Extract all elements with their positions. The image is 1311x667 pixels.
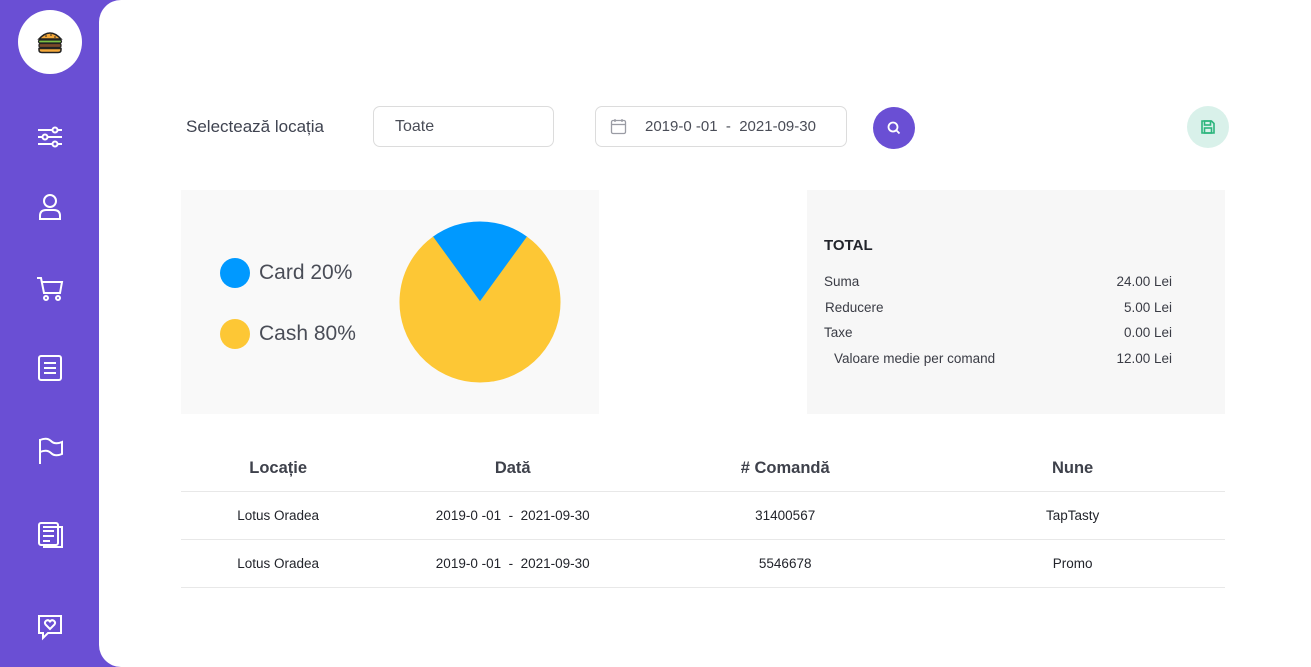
user-icon[interactable] <box>30 187 70 227</box>
legend-cash-swatch <box>220 319 250 349</box>
location-label: Selectează locația <box>186 117 324 136</box>
cart-icon[interactable] <box>30 268 70 308</box>
location-select[interactable]: Toate <box>373 106 554 147</box>
search-button[interactable] <box>873 107 915 149</box>
pie-slice-cash <box>399 236 561 383</box>
totals-value: 0.00 Lei <box>1123 325 1172 340</box>
totals-row-taxe: Taxe 0.00 Lei <box>824 325 1172 340</box>
table-row[interactable]: Lotus Oradea 2019-0 -01 - 2021-09-30 554… <box>181 540 1225 588</box>
legend-cash-label: Cash 80% <box>259 322 356 345</box>
totals-label: Valoare medie per comand <box>834 351 996 366</box>
table-cell-order: 31400567 <box>755 508 816 523</box>
notes-icon[interactable] <box>30 515 70 555</box>
totals-title: TOTAL <box>824 237 873 254</box>
totals-row-suma: Suma 24.00 Lei <box>824 274 1172 289</box>
legend-card-label: Card 20% <box>259 261 353 284</box>
column-header-comanda[interactable]: # Comandă <box>740 458 830 477</box>
flag-icon[interactable] <box>30 431 70 471</box>
table-cell-name: TapTasty <box>1045 508 1100 523</box>
date-range-picker[interactable]: 2019-0 -01 - 2021-09-30 <box>595 106 847 147</box>
table-cell-date: 2019-0 -01 - 2021-09-30 <box>435 556 590 571</box>
totals-value: 12.00 Lei <box>1116 351 1172 366</box>
heart-chat-icon[interactable] <box>30 607 70 647</box>
totals-label: Taxe <box>824 325 853 340</box>
column-header-data[interactable]: Dată <box>494 458 531 477</box>
orders-table: Locație Dată # Comandă Nune Lotus Oradea… <box>181 445 1225 588</box>
table-header: Locație Dată # Comandă Nune <box>181 445 1225 492</box>
totals-row-valoare-medie: Valoare medie per comand 12.00 Lei <box>824 351 1172 366</box>
table-cell-order: 5546678 <box>758 556 812 571</box>
table-cell-location: Lotus Oradea <box>237 556 320 571</box>
burger-icon[interactable] <box>18 10 82 74</box>
table-cell-location: Lotus Oradea <box>237 508 320 523</box>
legend-card: Card 20% <box>220 258 352 288</box>
save-icon <box>1201 120 1215 134</box>
legend-cash: Cash 80% <box>220 319 356 349</box>
date-range-value: 2019-0 -01 - 2021-09-30 <box>645 118 816 135</box>
main-content: Selectează locația Toate 2019-0 -01 - 20… <box>99 0 1311 667</box>
totals-row-reducere: Reducere 5.00 Lei <box>824 300 1172 315</box>
totals-label: Suma <box>824 274 860 289</box>
pie-chart <box>399 221 561 383</box>
payment-chart-card: Card 20% Cash 80% <box>181 190 599 414</box>
table-cell-date: 2019-0 -01 - 2021-09-30 <box>435 508 590 523</box>
totals-label: Reducere <box>825 300 884 315</box>
totals-value: 5.00 Lei <box>1123 300 1172 315</box>
table-row[interactable]: Lotus Oradea 2019-0 -01 - 2021-09-30 314… <box>181 492 1225 540</box>
calendar-icon <box>610 119 627 135</box>
totals-value: 24.00 Lei <box>1116 274 1172 289</box>
sidebar <box>0 0 110 667</box>
column-header-nume[interactable]: Nune <box>1051 458 1094 477</box>
pie-slice-card <box>432 221 528 303</box>
document-list-icon[interactable] <box>30 348 70 388</box>
totals-card: TOTAL Suma 24.00 Lei Reducere 5.00 Lei T… <box>807 190 1225 414</box>
search-icon <box>887 121 901 135</box>
table-cell-name: Promo <box>1052 556 1093 571</box>
legend-card-swatch <box>220 258 250 288</box>
sliders-icon[interactable] <box>30 117 70 157</box>
save-button[interactable] <box>1187 106 1229 148</box>
column-header-locatie[interactable]: Locație <box>249 458 308 477</box>
